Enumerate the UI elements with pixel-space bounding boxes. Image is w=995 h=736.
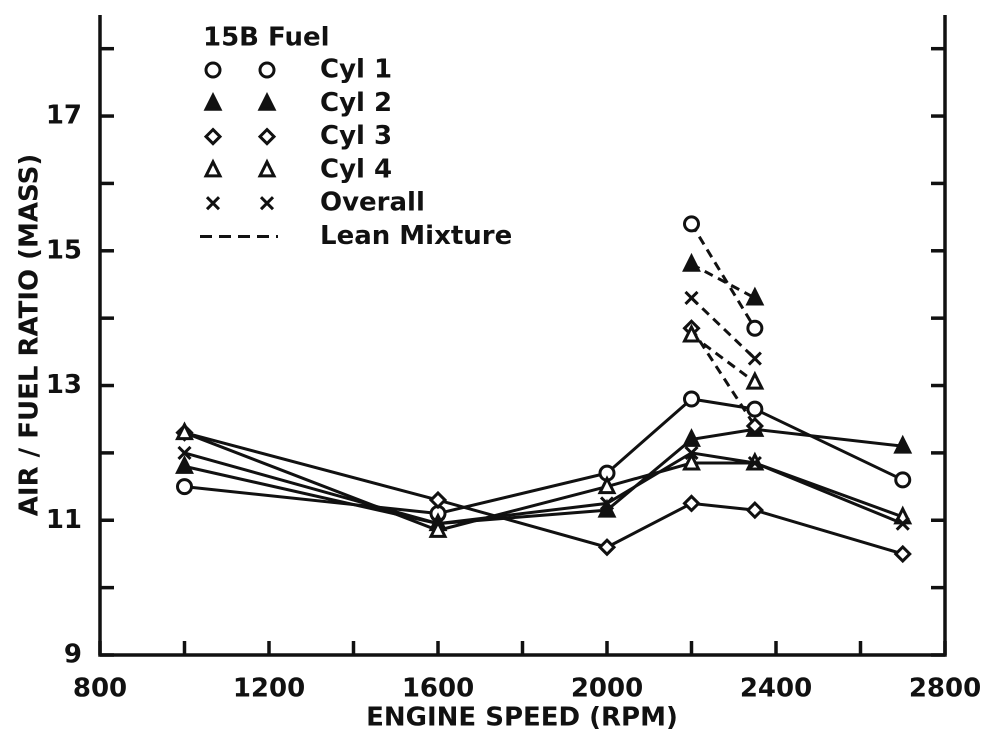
marker xyxy=(175,455,194,474)
marker xyxy=(682,451,701,471)
y-tick-label: 17 xyxy=(46,101,82,131)
marker xyxy=(895,516,910,531)
marker xyxy=(683,215,700,233)
lean-line xyxy=(690,327,757,427)
marker xyxy=(177,445,192,460)
marker xyxy=(597,475,617,495)
marker xyxy=(599,496,615,511)
legend-label: Overall xyxy=(320,188,425,218)
y-axis-label: AIR / FUEL RATIO (MASS) xyxy=(15,154,45,516)
y-tick-label: 9 xyxy=(64,640,82,670)
marker xyxy=(203,91,223,111)
marker xyxy=(257,127,277,146)
marker xyxy=(428,490,448,510)
marker xyxy=(894,471,912,489)
legend-label: Cyl 3 xyxy=(320,121,392,151)
marker xyxy=(747,455,762,471)
lean-line xyxy=(690,262,756,300)
axes xyxy=(98,15,947,657)
marker xyxy=(203,158,223,178)
marker xyxy=(205,196,221,211)
marker xyxy=(257,91,277,111)
marker xyxy=(745,501,764,520)
x-axis-label: ENGINE SPEED (RPM) xyxy=(366,703,678,733)
lean-line xyxy=(690,296,756,360)
marker xyxy=(204,61,222,79)
marker xyxy=(683,390,700,408)
y-tick-label: 15 xyxy=(46,235,82,265)
x-tick-label: 2800 xyxy=(909,674,981,704)
marker xyxy=(682,494,701,513)
x-tick-label: 2000 xyxy=(571,674,643,704)
marker xyxy=(745,416,764,436)
lean-line xyxy=(690,223,757,330)
y-tick-label: 13 xyxy=(46,370,82,400)
marker xyxy=(684,445,699,460)
series-line xyxy=(184,451,904,526)
legend-label: Cyl 2 xyxy=(320,88,392,118)
x-tick-label: 1600 xyxy=(402,674,474,704)
series-line xyxy=(184,431,904,556)
marker xyxy=(597,498,617,518)
x-tick-label: 1200 xyxy=(233,674,305,704)
marker xyxy=(746,400,764,418)
marker xyxy=(259,196,275,211)
marker xyxy=(682,428,701,447)
marker xyxy=(893,434,913,454)
x-tick-label: 800 xyxy=(73,674,127,704)
series-line xyxy=(184,397,904,516)
marker xyxy=(893,544,912,564)
lean-line xyxy=(690,333,756,384)
marker xyxy=(684,290,699,306)
legend-title: 15B Fuel xyxy=(203,23,330,53)
marker xyxy=(746,319,764,337)
y-tick-label: 11 xyxy=(46,505,82,535)
marker xyxy=(682,252,701,272)
marker xyxy=(257,158,277,178)
legend-label: Cyl 1 xyxy=(320,55,392,85)
marker xyxy=(597,538,617,557)
legend-label: Cyl 4 xyxy=(320,154,392,184)
marker xyxy=(430,516,446,531)
marker xyxy=(203,127,223,146)
marker xyxy=(176,478,193,496)
marker xyxy=(682,323,701,343)
marker xyxy=(745,370,765,390)
marker xyxy=(175,421,194,441)
marker xyxy=(745,286,765,306)
marker xyxy=(747,351,762,366)
x-tick-label: 2400 xyxy=(740,674,812,704)
marker xyxy=(258,61,276,79)
marker xyxy=(428,519,448,538)
legend-label: Lean Mixture xyxy=(320,221,512,251)
